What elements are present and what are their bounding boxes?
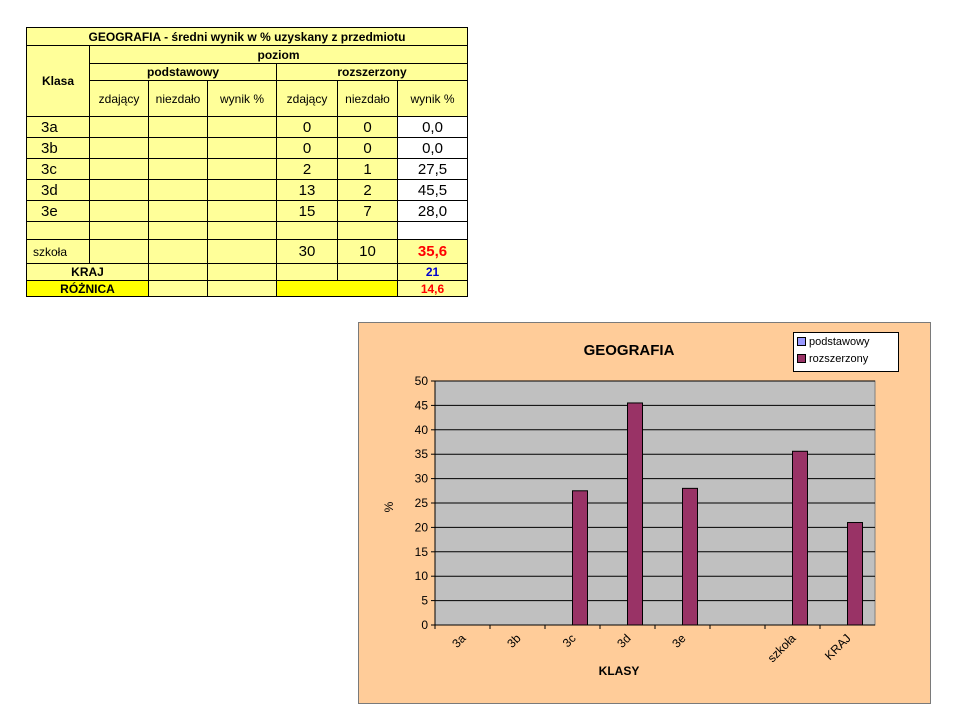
cell-kraj-wynik: 21	[397, 263, 468, 281]
header-poziom: poziom	[89, 45, 468, 64]
y-tick-label: 30	[415, 472, 429, 486]
table-row-kraj: KRAJ 21	[26, 263, 468, 281]
cell-niezdalo: 0	[337, 116, 398, 138]
subheader-zdajacy: zdający	[89, 80, 149, 117]
y-axis-label: %	[382, 501, 396, 512]
bar	[792, 450, 808, 626]
cell-empty	[89, 200, 149, 222]
cell-klasa: 3c	[26, 158, 90, 180]
bar	[572, 490, 588, 626]
header-podstawowy: podstawowy	[89, 63, 277, 81]
table-row: 3c 2 1 27,5	[26, 158, 468, 180]
table-row: 3e 15 7 28,0	[26, 200, 468, 222]
x-tick-label: szkoła	[765, 631, 799, 665]
table-row: 3d 13 2 45,5	[26, 179, 468, 201]
cell-empty	[148, 116, 208, 138]
header-klasa: Klasa	[26, 45, 90, 117]
cell-szkola-zdajacy: 30	[276, 239, 338, 264]
x-tick-label: KRAJ	[822, 631, 854, 663]
cell-klasa: 3b	[26, 137, 90, 159]
subheader-niezdalo: niezdało	[337, 80, 398, 117]
x-axis-label: KLASY	[599, 664, 640, 678]
y-tick-label: 45	[415, 398, 429, 412]
table-row: 3a 0 0 0,0	[26, 116, 468, 138]
table-row: 3b 0 0 0,0	[26, 137, 468, 159]
table-row-empty	[26, 221, 468, 240]
subheader-wynik: wynik %	[207, 80, 277, 117]
subheader-zdajacy: zdający	[276, 80, 338, 117]
cell-roznica-wynik: 14,6	[397, 280, 468, 297]
subheader-wynik: wynik %	[397, 80, 468, 117]
x-tick-label: 3b	[504, 631, 524, 651]
x-tick-label: 3c	[560, 631, 579, 650]
table-title: GEOGRAFIA - średni wynik w % uzyskany z …	[26, 27, 468, 46]
cell-niezdalo: 1	[337, 158, 398, 180]
cell-empty	[89, 158, 149, 180]
cell-zdajacy: 0	[276, 137, 338, 159]
cell-wynik: 27,5	[397, 158, 468, 180]
cell-klasa: 3d	[26, 179, 90, 201]
bar	[847, 522, 863, 626]
cell-empty	[148, 158, 208, 180]
cell-empty	[148, 137, 208, 159]
cell-szkola-wynik: 35,6	[397, 239, 468, 264]
legend-item: rozszerzony	[794, 350, 898, 367]
cell-niezdalo: 7	[337, 200, 398, 222]
chart-canvas: GEOGRAFIA 0 5 10 15 20 25 30 35 40 45 50 3a 3b 3c 3d 3e s…	[382, 342, 876, 678]
y-tick-label: 25	[415, 496, 429, 510]
cell-wynik: 45,5	[397, 179, 468, 201]
cell-empty	[207, 158, 277, 180]
cell-zdajacy: 15	[276, 200, 338, 222]
legend-label: rozszerzony	[809, 352, 869, 365]
x-tick-label: 3e	[669, 631, 689, 651]
y-tick-label: 5	[421, 594, 428, 608]
cell-zdajacy: 13	[276, 179, 338, 201]
bar-chart: GEOGRAFIA 0 5 10 15 20 25 30 35 40 45 50 3a 3b 3c 3d 3e s…	[358, 322, 931, 704]
results-table: GEOGRAFIA - średni wynik w % uzyskany z …	[26, 27, 468, 297]
cell-empty	[148, 179, 208, 201]
y-tick-label: 50	[415, 374, 429, 388]
bar	[627, 402, 643, 626]
cell-empty	[207, 179, 277, 201]
chart-legend: podstawowy rozszerzony	[793, 332, 899, 372]
y-tick-label: 10	[415, 569, 429, 583]
bar	[682, 487, 698, 626]
cell-wynik: 0,0	[397, 137, 468, 159]
cell-szkola-label: szkoła	[26, 239, 90, 264]
legend-label: podstawowy	[809, 335, 870, 348]
table-row-roznica: RÓŻNICA 14,6	[26, 280, 468, 297]
cell-zdajacy: 0	[276, 116, 338, 138]
legend-swatch	[797, 354, 806, 363]
y-tick-label: 40	[415, 423, 429, 437]
cell-empty	[148, 200, 208, 222]
cell-zdajacy: 2	[276, 158, 338, 180]
legend-item: podstawowy	[794, 333, 898, 350]
x-tick-label: 3a	[449, 631, 469, 651]
x-tick-label: 3d	[614, 631, 633, 650]
cell-kraj-label: KRAJ	[26, 263, 149, 281]
y-tick-label: 0	[421, 618, 428, 632]
y-tick-label: 15	[415, 545, 429, 559]
y-tick-label: 35	[415, 447, 429, 461]
cell-niezdalo: 0	[337, 137, 398, 159]
legend-swatch	[797, 337, 806, 346]
cell-empty	[207, 200, 277, 222]
cell-empty	[89, 179, 149, 201]
cell-empty	[89, 137, 149, 159]
cell-wynik: 0,0	[397, 116, 468, 138]
header-rozszerzony: rozszerzony	[276, 63, 468, 81]
cell-szkola-niezdalo: 10	[337, 239, 398, 264]
cell-empty	[207, 137, 277, 159]
cell-wynik: 28,0	[397, 200, 468, 222]
chart-title: GEOGRAFIA	[584, 342, 675, 359]
cell-empty	[89, 116, 149, 138]
cell-klasa: 3e	[26, 200, 90, 222]
cell-empty	[207, 116, 277, 138]
cell-roznica-label: RÓŻNICA	[26, 280, 149, 297]
cell-klasa: 3a	[26, 116, 90, 138]
y-tick-label: 20	[415, 520, 429, 534]
cell-niezdalo: 2	[337, 179, 398, 201]
table-row-szkola: szkoła 30 10 35,6	[26, 239, 468, 264]
subheader-niezdalo: niezdało	[148, 80, 208, 117]
